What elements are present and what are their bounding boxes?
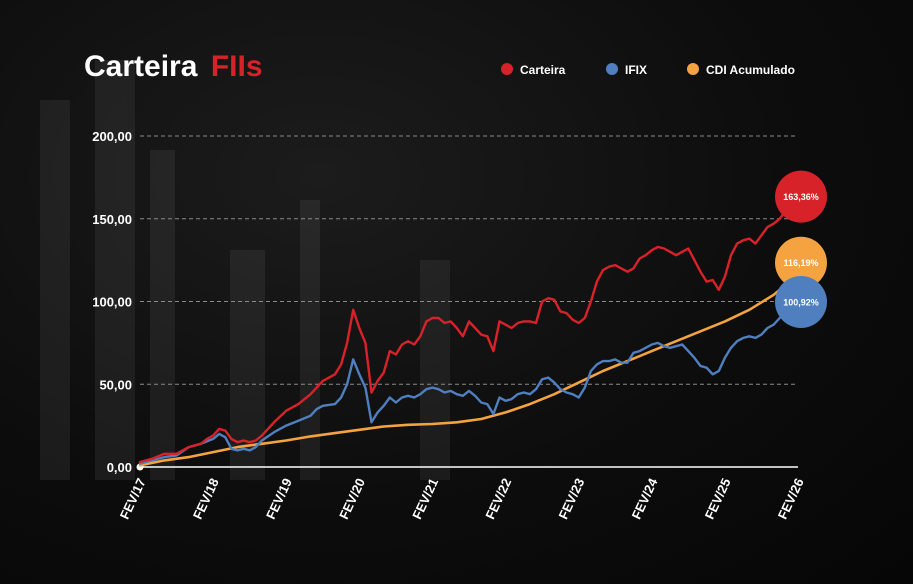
legend-swatch bbox=[606, 63, 618, 75]
legend-label: IFIX bbox=[625, 63, 647, 77]
end-value-label-carteira: 163,36% bbox=[783, 192, 819, 202]
end-value-label-cdi: 116,19% bbox=[783, 258, 818, 268]
y-tick-label: 150,00 bbox=[92, 212, 132, 227]
x-tick-label: FEV/17 bbox=[117, 476, 149, 522]
grid-lines bbox=[140, 135, 798, 468]
chart-title: Carteira FIIs bbox=[84, 50, 263, 83]
legend: Carteira IFIX CDI Acumulado bbox=[501, 63, 795, 77]
y-tick-label: 200,00 bbox=[92, 129, 132, 144]
title-accent: FIIs bbox=[211, 50, 263, 83]
y-tick-label: 0,00 bbox=[107, 460, 132, 475]
end-marker-cdi bbox=[775, 236, 827, 289]
background-skyline bbox=[40, 60, 450, 480]
x-tick-label: FEV/24 bbox=[629, 475, 661, 521]
series-line-ifix bbox=[138, 298, 800, 465]
legend-label: Carteira bbox=[520, 63, 566, 77]
end-value-label-ifix: 100,92% bbox=[783, 297, 819, 307]
x-tick-label: FEV/19 bbox=[263, 476, 295, 522]
legend-label: CDI Acumulado bbox=[706, 63, 795, 77]
end-marker-carteira bbox=[775, 170, 827, 223]
x-tick-label: FEV/25 bbox=[702, 476, 734, 522]
x-tick-label: FEV/18 bbox=[190, 476, 222, 522]
end-markers: 116,19% 100,92% 163,36% bbox=[775, 170, 827, 328]
legend-item-ifix: IFIX bbox=[606, 63, 647, 77]
svg-text:Carteira FIIs: Carteira FIIs bbox=[84, 50, 263, 83]
series-line-carteira bbox=[138, 195, 800, 464]
x-tick-label: FEV/26 bbox=[775, 476, 807, 522]
legend-swatch bbox=[687, 63, 699, 75]
x-tick-label: FEV/22 bbox=[482, 476, 514, 522]
x-tick-label: FEV/23 bbox=[555, 476, 587, 522]
x-tick-label: FEV/21 bbox=[409, 476, 441, 522]
y-axis: 0,00 50,00 100,00 150,00 200,00 bbox=[92, 129, 132, 475]
y-tick-label: 50,00 bbox=[99, 377, 132, 392]
title-main: Carteira bbox=[84, 50, 198, 83]
y-tick-label: 100,00 bbox=[92, 295, 132, 310]
series-lines bbox=[138, 195, 800, 467]
legend-item-cdi: CDI Acumulado bbox=[687, 63, 795, 77]
x-axis: FEV/17 FEV/18 FEV/19 FEV/20 FEV/21 FEV/22 FEV/… bbox=[117, 463, 807, 522]
legend-swatch bbox=[501, 63, 513, 75]
series-line-cdi bbox=[138, 273, 800, 467]
x-tick-label: FEV/20 bbox=[336, 476, 368, 522]
legend-item-carteira: Carteira bbox=[501, 63, 566, 77]
end-marker-ifix bbox=[775, 275, 827, 328]
